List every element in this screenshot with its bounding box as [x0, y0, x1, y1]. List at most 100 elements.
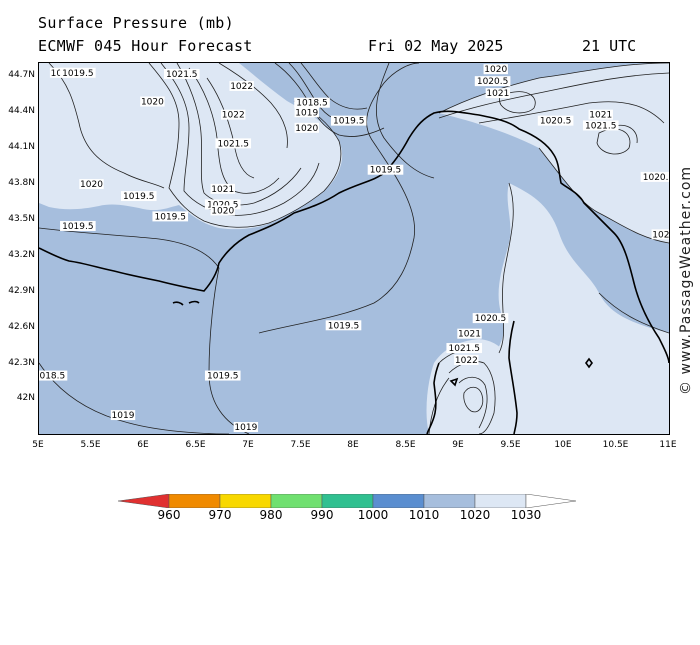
colorbar-segment — [372, 494, 425, 508]
isobar-label: 1019 — [295, 108, 318, 118]
isobar-label: 1020 — [484, 65, 507, 75]
longitude-tick-label: 7E — [242, 440, 254, 450]
isobar-label-bg — [204, 199, 241, 210]
colorbar-label: 970 — [208, 508, 232, 522]
forecast-date: Fri 02 May 2025 — [368, 37, 504, 55]
isobar-label: 1020.5 — [475, 314, 507, 324]
colorbar-label: 980 — [259, 508, 283, 522]
latitude-tick-label: 44.1N — [8, 142, 35, 153]
latitude-tick-label: 42.3N — [8, 357, 35, 368]
model-label: ECMWF 045 Hour Forecast — [38, 37, 253, 55]
isobar-label: 1019.5 — [155, 212, 187, 222]
longitude-tick-label: 5E — [32, 440, 44, 450]
isobar-label: 1019.5 — [207, 372, 239, 382]
longitude-tick-label: 6.5E — [185, 440, 206, 450]
isobar-label: 1019 — [234, 423, 257, 433]
latitude-tick-label: 42.6N — [8, 321, 35, 332]
isobar-label-bg — [140, 96, 165, 107]
watermark: © www.PassageWeather.com — [678, 166, 698, 645]
isobar-label-bg — [446, 343, 483, 354]
latitude-tick-label: 43.2N — [8, 249, 35, 260]
colorbar-label: 990 — [310, 508, 334, 522]
isobar-label: 1020.5 — [477, 77, 509, 87]
high-pressure-area-northeast — [439, 63, 669, 243]
watermark-text: © www.PassageWeather.com — [678, 165, 694, 395]
longitude-tick-label: 10E — [554, 440, 572, 450]
isobar-label-bg — [454, 354, 479, 365]
isobar-label-bg — [229, 80, 254, 91]
isobar-label-bg — [588, 109, 613, 120]
isobar-label: 1020 — [652, 230, 669, 240]
colorbar-segment — [321, 494, 374, 508]
isobar-label: 1022 — [222, 111, 245, 121]
isobar-label: 1019.5 — [370, 166, 402, 176]
isobar-label: 1019.5 — [62, 222, 94, 232]
high-pressure-area-corsica — [426, 339, 513, 434]
isobar-label: 1022 — [230, 82, 253, 92]
longitude-tick-label: 8.5E — [395, 440, 416, 450]
isobar-label: 1020.5 — [643, 173, 669, 183]
colorbar-arrow-low — [118, 494, 170, 508]
isobar-label-bg — [325, 320, 362, 331]
isobar-label-bg — [110, 410, 136, 421]
colorbar-segment — [168, 494, 221, 508]
isobar-label-bg — [457, 328, 482, 339]
isobar-label-bg — [120, 191, 157, 202]
forecast-time: 21 UTC — [582, 37, 637, 55]
chart-title: Surface Pressure (mb) — [38, 14, 234, 32]
isobar-label: 1021.5 — [449, 344, 481, 354]
isobar-label: 1019 — [112, 411, 135, 421]
longitude-tick-label: 11E — [659, 440, 677, 450]
isobar-label-bg — [483, 64, 508, 75]
isobar-label-bg — [474, 76, 511, 87]
colorbar-arrow-high — [525, 494, 577, 508]
coastline — [39, 110, 669, 434]
isobar-label-bg — [582, 120, 619, 131]
high-pressure-area-east — [469, 183, 669, 434]
colorbar-segment — [219, 494, 272, 508]
isobar-label: 1021.5 — [218, 139, 250, 149]
isobar-label: 1020 — [141, 97, 164, 107]
isobar-label-bg — [233, 422, 259, 433]
isobar-label: 1019.5 — [333, 117, 365, 127]
latitude-tick-label: 43.8N — [8, 178, 35, 189]
longitude-tick-label: 6E — [137, 440, 149, 450]
colorbar-label: 1010 — [408, 508, 440, 522]
isobar-label-bg — [294, 122, 319, 133]
latitude-tick-label: 42.9N — [8, 285, 35, 296]
isobar-label: 1018.5 — [296, 99, 328, 109]
isobar-label-bg — [485, 88, 511, 99]
isobar-label-bg — [215, 138, 252, 149]
longitude-tick-label: 7.5E — [290, 440, 311, 450]
colorbar-segment — [474, 494, 527, 508]
latitude-tick-label: 44.4N — [8, 106, 35, 117]
isobar-label: 1020.5 — [540, 117, 572, 127]
isobar-label-bg — [60, 67, 96, 78]
isobar-label: 1020 — [80, 180, 103, 190]
isobar-label-bg — [152, 211, 189, 222]
isobar-label: 1018.5 — [39, 372, 65, 382]
isobar-label-bg — [39, 370, 68, 381]
latitude-tick-label: 42N — [16, 393, 35, 404]
isobar-label: 1021.5 — [585, 121, 617, 131]
isobar-label: 1021 — [458, 330, 481, 340]
isobar-label: 1021.5 — [166, 70, 198, 80]
isobar-label: 1019.5 — [328, 321, 360, 331]
isobar-label-bg — [537, 115, 574, 126]
isobar-label-bg — [330, 115, 367, 126]
isobar-label: 1022 — [455, 356, 478, 366]
pressure-map[interactable]: 1020 1019.5 1021.5 1022 1020 1022 1021.5 1018.5… — [38, 62, 670, 435]
longitude-tick-label: 9E — [452, 440, 464, 450]
isobar-label: 1020 — [295, 124, 318, 134]
latitude-tick-label: 43.5N — [8, 213, 35, 224]
colorbar-label: 960 — [157, 508, 181, 522]
isobar-label-bg — [640, 171, 669, 182]
longitude-tick-label: 5.5E — [80, 440, 101, 450]
isobar-label: 1020 — [211, 206, 234, 216]
isobar-label: 1021 — [589, 111, 612, 121]
isobar-label-bg — [164, 68, 200, 79]
isobar-label-bg — [79, 179, 104, 190]
colorbar-label: 1000 — [357, 508, 389, 522]
colorbar-label: 1020 — [459, 508, 491, 522]
isobar-label-bg — [221, 109, 246, 120]
